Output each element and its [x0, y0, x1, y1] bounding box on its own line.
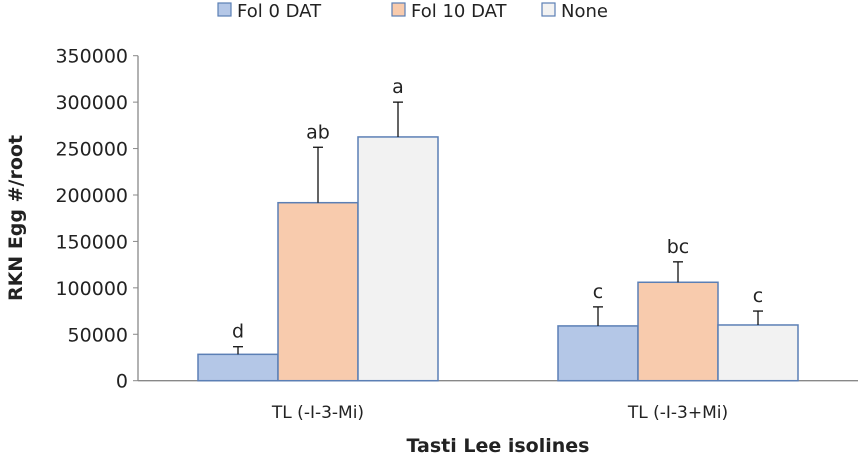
legend-swatch: [541, 2, 556, 17]
bar: [717, 324, 799, 382]
legend-label: Fol 10 DAT: [411, 1, 508, 22]
y-tick-label: 300000: [55, 92, 128, 114]
y-tick-label: 0: [116, 371, 128, 393]
bar: [357, 136, 439, 382]
legend-swatch: [391, 2, 406, 17]
x-tick-label: TL (-I-3-Mi): [271, 403, 364, 423]
legend-swatch: [217, 2, 232, 17]
significance-letter: bc: [667, 236, 690, 258]
significance-letter: a: [392, 76, 404, 98]
bar: [197, 353, 279, 382]
significance-letter: ab: [306, 121, 330, 143]
legend-label: Fol 0 DAT: [237, 1, 322, 22]
significance-letter: d: [232, 321, 244, 343]
bar: [637, 281, 719, 382]
bar: [277, 201, 359, 382]
legend-label: None: [561, 1, 608, 22]
bar: [557, 325, 639, 382]
y-tick-label: 100000: [55, 278, 128, 300]
y-tick-label: 350000: [55, 46, 128, 68]
y-tick-label: 200000: [55, 185, 128, 207]
y-tick-label: 50000: [68, 324, 128, 346]
x-tick-label: TL (-I-3+Mi): [627, 403, 728, 423]
significance-letter: c: [753, 285, 763, 307]
y-tick-label: 250000: [55, 139, 128, 161]
significance-letter: c: [593, 281, 603, 303]
y-tick-label: 150000: [55, 231, 128, 253]
